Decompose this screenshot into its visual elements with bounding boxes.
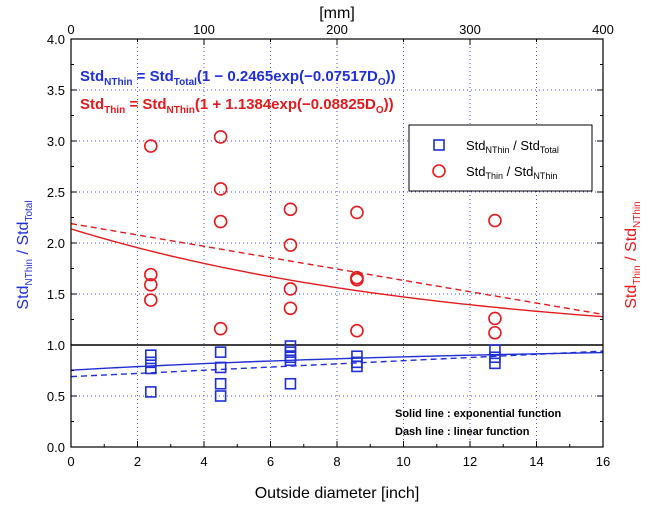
data-point-circle <box>488 325 502 340</box>
x-tick-label: 12 <box>463 454 477 469</box>
data-point-circle <box>144 278 158 292</box>
data-point-square <box>489 344 501 356</box>
equation-nthin-total: StdNThin = StdTotal(1 − 0.2465exp(−0.075… <box>80 68 396 88</box>
y-tick-label: 3.5 <box>47 83 65 98</box>
legend: StdNThin / StdTotal StdThin / StdNThin <box>408 124 593 192</box>
data-point-circle <box>488 311 502 326</box>
annotation-dash-line: Dash line : linear function <box>395 426 530 438</box>
linear-fit-line <box>70 350 604 378</box>
y-tick-label: 1.5 <box>47 287 65 302</box>
data-point-circle <box>350 272 364 287</box>
y-tick-label: 0.0 <box>47 440 65 455</box>
data-point-square <box>145 362 157 375</box>
x-tick-label: 8 <box>333 454 340 469</box>
exponential-fit-curve <box>70 351 604 371</box>
legend-label-thin-nthin: StdThin / StdNThin <box>466 164 557 181</box>
fit-curves <box>70 222 604 378</box>
data-point-square <box>284 340 297 352</box>
y-tick-label: 0.5 <box>47 389 65 404</box>
data-point-circle <box>283 282 298 296</box>
data-point-square <box>145 356 157 369</box>
data-point-square <box>489 351 501 364</box>
y-tick-label: 2.5 <box>47 185 65 200</box>
y-axis-right-title: StdThin / StdNThin <box>623 201 643 309</box>
x-tick-label: 0 <box>67 454 74 469</box>
annotation-solid-line: Solid line : exponential function <box>395 408 562 420</box>
data-point-square <box>214 361 227 374</box>
x-axis-title: Outside diameter [inch] <box>255 485 420 502</box>
data-point-circle <box>144 139 158 153</box>
y-tick-label: 3.0 <box>47 134 65 149</box>
data-points <box>144 130 502 402</box>
data-point-circle <box>144 267 158 282</box>
data-point-square <box>214 390 227 402</box>
y-tick-label: 2.0 <box>47 236 65 251</box>
data-point-circle <box>213 321 228 336</box>
data-point-circle <box>213 130 228 144</box>
x2-tick-label: 0 <box>67 22 74 37</box>
x-tick-label: 6 <box>267 454 274 469</box>
data-point-circle <box>283 202 298 217</box>
data-point-circle <box>213 182 228 196</box>
y-tick-label: 1.0 <box>47 338 65 353</box>
x2-tick-label: 200 <box>326 22 348 37</box>
y-axis-left-title: StdNThin / StdTotal <box>15 200 35 309</box>
data-point-circle <box>144 293 158 307</box>
data-point-circle <box>488 213 502 228</box>
legend-box <box>408 124 593 192</box>
axes: 0 2 4 6 8 10 12 14 16 0 100 200 300 400 0.0 0.5 1.0 1.5 2.… <box>47 22 614 469</box>
legend-circle-marker <box>432 164 446 178</box>
data-point-square <box>214 377 227 390</box>
x-tick-label: 10 <box>396 454 410 469</box>
x-tick-label: 16 <box>596 454 610 469</box>
x-tick-label: 2 <box>134 454 141 469</box>
data-point-square <box>284 377 297 390</box>
data-point-square <box>351 360 363 373</box>
data-point-circle <box>350 205 364 220</box>
data-point-square <box>284 354 297 367</box>
x2-axis-title: [mm] <box>319 5 355 22</box>
data-point-circle <box>213 214 228 229</box>
x2-tick-label: 300 <box>459 22 481 37</box>
x2-tick-label: 100 <box>193 22 215 37</box>
y-tick-label: 4.0 <box>47 32 65 47</box>
data-point-circle <box>350 323 364 338</box>
data-point-circle <box>283 238 298 252</box>
equation-thin-nthin: StdThin = StdNThin(1 + 1.1384exp(−0.0882… <box>80 96 394 116</box>
data-point-circle <box>283 301 298 316</box>
exponential-fit-curve <box>70 228 604 318</box>
data-point-square <box>145 349 157 362</box>
data-point-square <box>214 346 227 358</box>
x2-tick-label: 400 <box>592 22 614 37</box>
data-point-square <box>145 386 157 398</box>
x-tick-label: 14 <box>529 454 543 469</box>
x-tick-label: 4 <box>200 454 207 469</box>
legend-label-nthin-total: StdNThin / StdTotal <box>466 138 559 155</box>
data-point-square <box>489 357 501 370</box>
grid <box>71 39 603 447</box>
legend-square-marker <box>433 139 445 151</box>
